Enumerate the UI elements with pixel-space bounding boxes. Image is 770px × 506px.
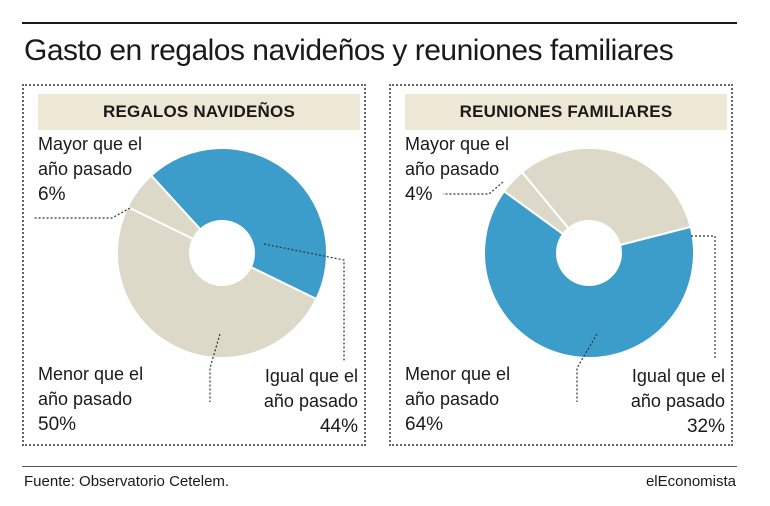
page-title: Gasto en regalos navideños y reuniones f…: [24, 34, 674, 67]
label-mayor: Mayor que el año pasado 4%: [405, 132, 509, 207]
label-igual-pct: 32%: [686, 416, 725, 437]
label-menor: Menor que el año pasado 64%: [405, 362, 510, 437]
slice-igual: [520, 147, 692, 255]
label-igual-line1: Igual que el: [631, 366, 725, 386]
panel-reuniones: REUNIONES FAMILIARES Mayor que el año pa…: [389, 84, 733, 446]
label-menor: Menor que el año pasado 50%: [38, 362, 143, 437]
donut-hole: [556, 220, 622, 286]
panel-heading: REGALOS NAVIDEÑOS: [38, 94, 360, 130]
label-mayor-pct: 6%: [38, 184, 66, 205]
label-igual: Igual que el año pasado 32%: [631, 364, 725, 439]
panel-heading: REUNIONES FAMILIARES: [405, 94, 727, 130]
label-menor-line2: año pasado: [38, 389, 133, 409]
label-igual: Igual que el año pasado 44%: [264, 364, 358, 439]
leader-line: [576, 333, 598, 402]
label-menor-pct: 64%: [405, 414, 444, 435]
label-mayor: Mayor que el año pasado 6%: [38, 132, 142, 207]
label-menor-line1: Menor que el: [38, 364, 144, 384]
label-mayor-line2: año pasado: [405, 159, 500, 179]
donut-chart-regalos: [34, 147, 345, 402]
top-rule: [22, 22, 737, 24]
donut-hole: [189, 220, 255, 286]
donut-chart-reuniones: [443, 147, 716, 402]
label-igual-pct: 44%: [319, 416, 358, 437]
brand-logo-text: elEconomista: [645, 473, 736, 490]
label-igual-line1: Igual que el: [264, 366, 358, 386]
leader-line: [443, 181, 504, 195]
label-menor-pct: 50%: [38, 414, 77, 435]
panel-regalos: REGALOS NAVIDEÑOS Mayor que el año pasad…: [22, 84, 366, 446]
source-note: Fuente: Observatorio Cetelem.: [24, 473, 230, 490]
label-igual-line2: año pasado: [630, 391, 725, 411]
slice-igual: [149, 147, 328, 301]
leader-line: [34, 207, 131, 219]
leader-line: [691, 235, 716, 360]
label-mayor-line2: año pasado: [38, 159, 133, 179]
label-igual-line2: año pasado: [263, 391, 358, 411]
bottom-rule: [22, 466, 737, 467]
label-mayor-line1: Mayor que el: [38, 134, 143, 154]
label-menor-line1: Menor que el: [405, 364, 511, 384]
label-mayor-line1: Mayor que el: [405, 134, 510, 154]
label-mayor-pct: 4%: [405, 184, 433, 205]
label-menor-line2: año pasado: [405, 389, 500, 409]
leader-line: [263, 243, 345, 362]
